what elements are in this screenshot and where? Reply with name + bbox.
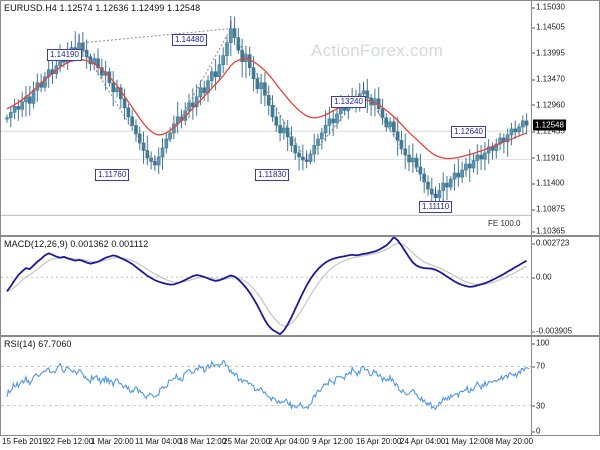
- price-annotation-3: 1.11830: [255, 169, 290, 181]
- price-annotation-6: 1.11110: [419, 201, 453, 213]
- price-plot-area[interactable]: ActionForex.com 1.14190 1.14480 1.11760 …: [1, 1, 531, 235]
- price-axis-tick: 1.13470: [532, 74, 565, 84]
- rsi-label: RSI(14) 67.7060: [4, 339, 72, 349]
- rsi-axis-tick: 0: [531, 426, 541, 436]
- macd-axis-tick: 0.00: [532, 272, 552, 282]
- macd-plot-area[interactable]: [1, 237, 531, 335]
- price-axis-tick: 1.14505: [532, 22, 565, 32]
- macd-svg: [1, 237, 531, 335]
- price-annotation-1: 1.14480: [172, 34, 207, 46]
- price-axis-tick: 1.13995: [532, 48, 565, 58]
- time-axis-label: 1 May 12:00: [445, 437, 490, 446]
- rsi-plot-area[interactable]: [1, 337, 531, 435]
- macd-label: MACD(12,26,9) 0.001362 0.001112: [4, 239, 149, 249]
- watermark-actionforex: ActionForex.com: [311, 41, 444, 60]
- rsi-svg: [1, 359, 531, 411]
- time-axis-label: 18 Mar 12:00: [179, 437, 227, 446]
- time-axis-label: 15 Feb 2019: [2, 437, 47, 446]
- price-axis-tick: 1.12435: [532, 126, 565, 136]
- time-axis-label: 25 Mar 20:00: [223, 437, 271, 446]
- time-axis-label: 2 Apr 04:00: [268, 437, 309, 446]
- time-axis-label: 9 Apr 12:00: [312, 437, 353, 446]
- price-axis-tick: 1.11910: [531, 153, 565, 162]
- price-axis-tick: 1.10875: [532, 204, 565, 214]
- rsi-axis-tick: 100: [531, 338, 550, 348]
- price-axis-tick: 1.15030: [532, 2, 565, 12]
- price-annotation-0: 1.14190: [47, 49, 82, 61]
- price-chart-panel[interactable]: ActionForex.com 1.14190 1.14480 1.11760 …: [0, 0, 600, 236]
- rsi-panel[interactable]: RSI(14) 67.7060 100 70 30 0: [0, 336, 600, 436]
- price-annotation-4: 1.13240: [331, 96, 366, 108]
- price-axis-tick: 1.10365: [532, 226, 565, 236]
- time-axis-label: 1 Mar 20:00: [91, 437, 134, 446]
- current-price-tag: 1.12548: [533, 119, 566, 131]
- price-annotation-2: 1.11760: [95, 169, 130, 181]
- price-annotation-5: 1.12640: [451, 126, 486, 138]
- time-axis-label: 16 Apr 20:00: [356, 437, 402, 446]
- time-axis-label: 22 Feb 12:00: [46, 437, 94, 446]
- macd-axis-tick: 0.002723: [531, 238, 570, 248]
- fe-100-label: FE 100.0: [488, 219, 521, 228]
- price-candlestick-svg: [1, 15, 531, 216]
- time-axis-label: 11 Mar 04:00: [135, 437, 182, 446]
- rsi-axis[interactable]: 100 70 30 0: [531, 337, 599, 436]
- symbol-quote-line: EURUSD.H4 1.12574 1.12636 1.12499 1.1254…: [4, 3, 201, 13]
- rsi-axis-tick: 30: [532, 401, 545, 411]
- macd-axis[interactable]: 0.002723 0.00 -0.003905: [531, 237, 599, 336]
- rsi-axis-tick: 70: [532, 361, 545, 371]
- time-axis-label: 8 May 20:00: [489, 437, 534, 446]
- time-axis-label: 24 Apr 04:00: [400, 437, 446, 446]
- price-axis-tick: 1.11400: [531, 178, 565, 188]
- macd-panel[interactable]: MACD(12,26,9) 0.001362 0.001112 0.002723…: [0, 236, 600, 336]
- time-axis: 15 Feb 2019 22 Feb 12:00 1 Mar 20:00 11 Mar…: [0, 436, 600, 450]
- price-axis[interactable]: 1.15030 1.14505 1.13995 1.13470 1.12960 1.124…: [531, 1, 599, 236]
- macd-axis-tick: -0.003905: [531, 326, 573, 336]
- price-axis-tick: 1.12960: [532, 100, 565, 110]
